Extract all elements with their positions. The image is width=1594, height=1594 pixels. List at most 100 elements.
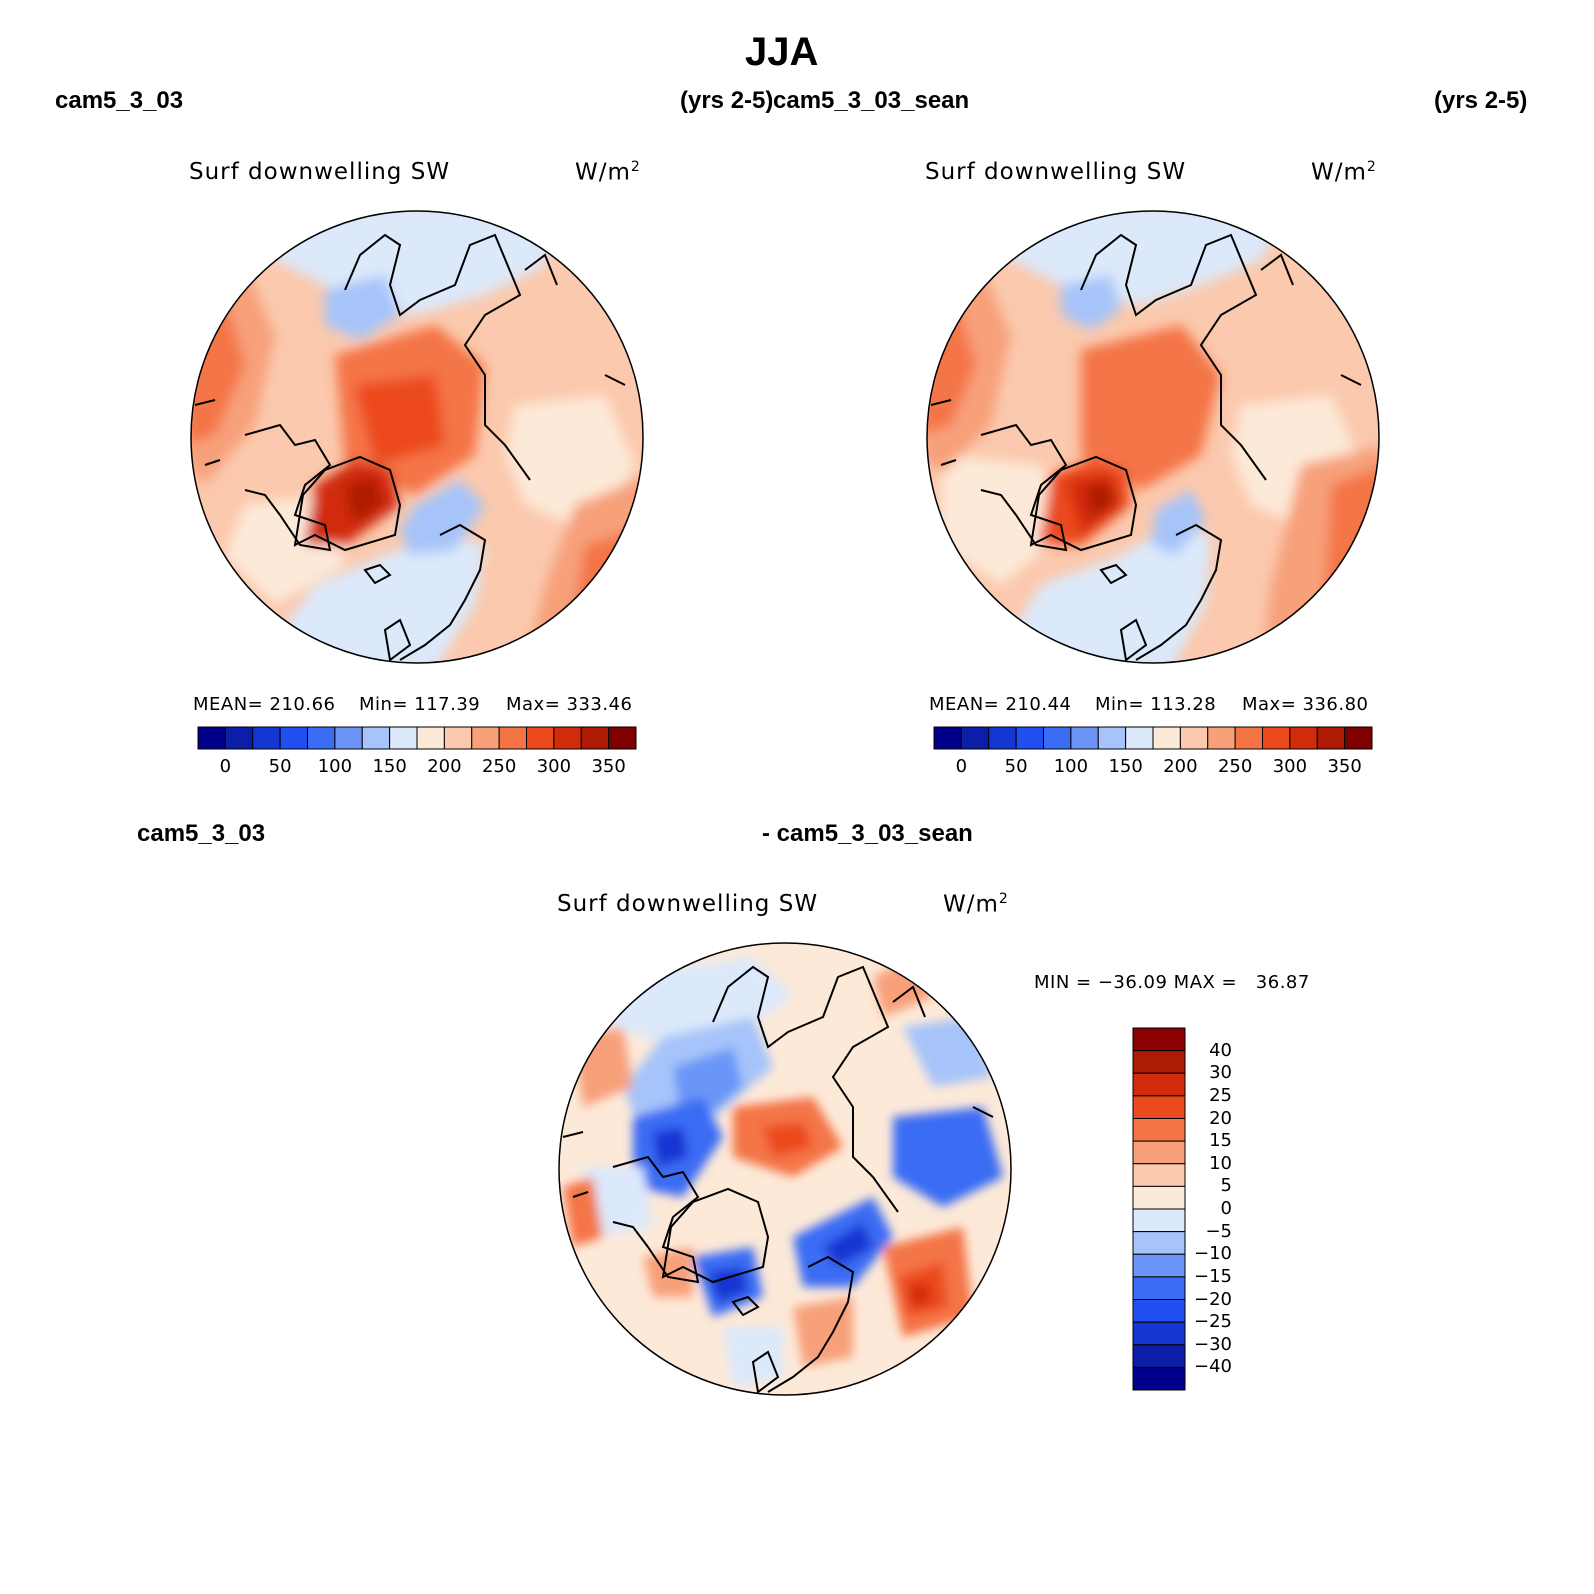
- colorbar-tick-label: 150: [372, 756, 407, 777]
- diff-blob: [763, 1122, 813, 1157]
- panel1-variable: Surf downwelling SW: [189, 159, 451, 185]
- diff-blob: [908, 1282, 931, 1307]
- colorbar-tick-label: −40: [1194, 1356, 1232, 1378]
- panel2-polar-map: [926, 210, 1380, 664]
- colorbar-swatch: [553, 726, 582, 750]
- map-field-hot-2: [355, 375, 445, 465]
- colorbar-swatch: [1070, 726, 1099, 750]
- page-title: JJA: [745, 30, 819, 74]
- diff-blob: [893, 1107, 1003, 1207]
- diff-case-b: - cam5_3_03_sean: [762, 820, 973, 847]
- colorbar-tick-label: −15: [1194, 1265, 1232, 1287]
- map-field-cool-bottom: [285, 535, 485, 663]
- diff-colorbar: [1132, 1027, 1186, 1391]
- colorbar-swatch: [1132, 1050, 1186, 1074]
- map-field-hot-1: [1081, 325, 1221, 490]
- panel1-min: Min= 117.39: [359, 694, 481, 715]
- diff-blob: [583, 1167, 653, 1237]
- map-field-blue-light-1: [1061, 275, 1121, 330]
- colorbar-tick-label: 20: [1209, 1107, 1232, 1129]
- colorbar-swatch: [1234, 726, 1263, 750]
- diff-blob: [793, 1297, 853, 1367]
- colorbar-swatch: [1179, 726, 1209, 750]
- colorbar-swatch: [1015, 726, 1044, 750]
- colorbar-swatch: [1262, 726, 1291, 750]
- colorbar-swatch: [1097, 726, 1127, 750]
- map-field-blue-light-2: [400, 480, 485, 555]
- panel1-case-name: cam5_3_03: [55, 87, 184, 114]
- colorbar-swatch: [1125, 726, 1154, 750]
- colorbar-tick-label: 0: [219, 756, 232, 777]
- colorbar-swatch: [334, 726, 363, 750]
- map-field-blue-light-2: [1151, 490, 1206, 555]
- colorbar-tick-label: −20: [1194, 1288, 1232, 1310]
- colorbar-swatch: [361, 726, 391, 750]
- colorbar-tick-label: 300: [1272, 756, 1308, 777]
- colorbar-swatch: [1344, 726, 1373, 750]
- colorbar-swatch: [471, 726, 500, 750]
- colorbar-swatch: [416, 726, 445, 750]
- diff-variable: Surf downwelling SW: [557, 891, 819, 917]
- colorbar-swatch: [608, 726, 637, 750]
- colorbar-swatch: [1132, 1185, 1186, 1210]
- colorbar-swatch: [1207, 726, 1236, 750]
- colorbar-tick-label: 0: [955, 756, 968, 777]
- colorbar-tick-label: 40: [1209, 1039, 1232, 1061]
- colorbar-tick-label: 250: [481, 756, 517, 777]
- map-field-cool-bottom: [1016, 525, 1211, 663]
- colorbar-tick-label: 10: [1209, 1152, 1232, 1174]
- panel1-units: W/m2: [575, 159, 641, 186]
- panel1-mean: MEAN= 210.66: [193, 694, 336, 715]
- colorbar-tick-label: 100: [1053, 756, 1089, 777]
- colorbar-tick-label: −10: [1194, 1243, 1232, 1265]
- colorbar-tick-label: 350: [591, 756, 626, 777]
- diff-blob: [653, 1127, 688, 1167]
- colorbar-swatch: [1043, 726, 1072, 750]
- colorbar-swatch: [197, 726, 226, 750]
- colorbar-swatch: [1132, 1299, 1186, 1323]
- map-field-hottest: [1086, 482, 1116, 517]
- panel2-colorbar: [933, 726, 1373, 750]
- panel2-min: Min= 113.28: [1095, 694, 1217, 715]
- colorbar-tick-label: 50: [1004, 756, 1028, 777]
- colorbar-swatch: [1132, 1095, 1186, 1119]
- panel1-years: (yrs 2-5): [680, 87, 774, 114]
- colorbar-swatch: [1132, 1321, 1186, 1346]
- map-field-light-warm-2: [941, 455, 1061, 585]
- panel2-case-name: cam5_3_03_sean: [773, 87, 970, 114]
- map-field-warm-2: [1321, 465, 1379, 663]
- panel2-colorbar-labels: 0 50 100 150 200 250 300 350: [933, 756, 1373, 780]
- colorbar-swatch: [443, 726, 473, 750]
- panel1-polar-map: [190, 210, 644, 664]
- diff-minmax: MIN = −36.09 MAX = 36.87: [1034, 972, 1310, 993]
- colorbar-swatch: [1132, 1118, 1186, 1142]
- colorbar-swatch: [498, 726, 527, 750]
- diff-blob: [823, 1222, 873, 1267]
- diff-blob: [723, 1327, 783, 1387]
- colorbar-swatch: [1132, 1163, 1186, 1187]
- colorbar-swatch: [1132, 1366, 1186, 1391]
- colorbar-tick-label: 200: [427, 756, 462, 777]
- colorbar-tick-label: 50: [268, 756, 292, 777]
- colorbar-swatch: [933, 726, 962, 750]
- colorbar-tick-label: 300: [536, 756, 572, 777]
- colorbar-swatch: [252, 726, 281, 750]
- colorbar-tick-label: 150: [1108, 756, 1143, 777]
- colorbar-tick-label: −5: [1205, 1220, 1232, 1242]
- colorbar-swatch: [307, 726, 336, 750]
- panel1-max: Max= 333.46: [506, 694, 633, 715]
- colorbar-swatch: [960, 726, 990, 750]
- colorbar-swatch: [1132, 1072, 1186, 1097]
- diff-colorbar-labels: 40 30 25 20 15 10 5 0 −5 −10 −15 −20 −25 −30 −40: [1190, 1027, 1250, 1391]
- diff-blob: [563, 1177, 603, 1247]
- colorbar-tick-label: 350: [1327, 756, 1362, 777]
- colorbar-swatch: [1132, 1276, 1186, 1300]
- panel2-max: Max= 336.80: [1242, 694, 1369, 715]
- colorbar-swatch: [1132, 1231, 1186, 1255]
- map-field-blue-light-1: [325, 275, 400, 340]
- coastlines: [194, 233, 626, 662]
- colorbar-swatch: [988, 726, 1017, 750]
- colorbar-swatch: [1132, 1344, 1186, 1368]
- panel2-years: (yrs 2-5): [1434, 87, 1528, 114]
- colorbar-swatch: [389, 726, 418, 750]
